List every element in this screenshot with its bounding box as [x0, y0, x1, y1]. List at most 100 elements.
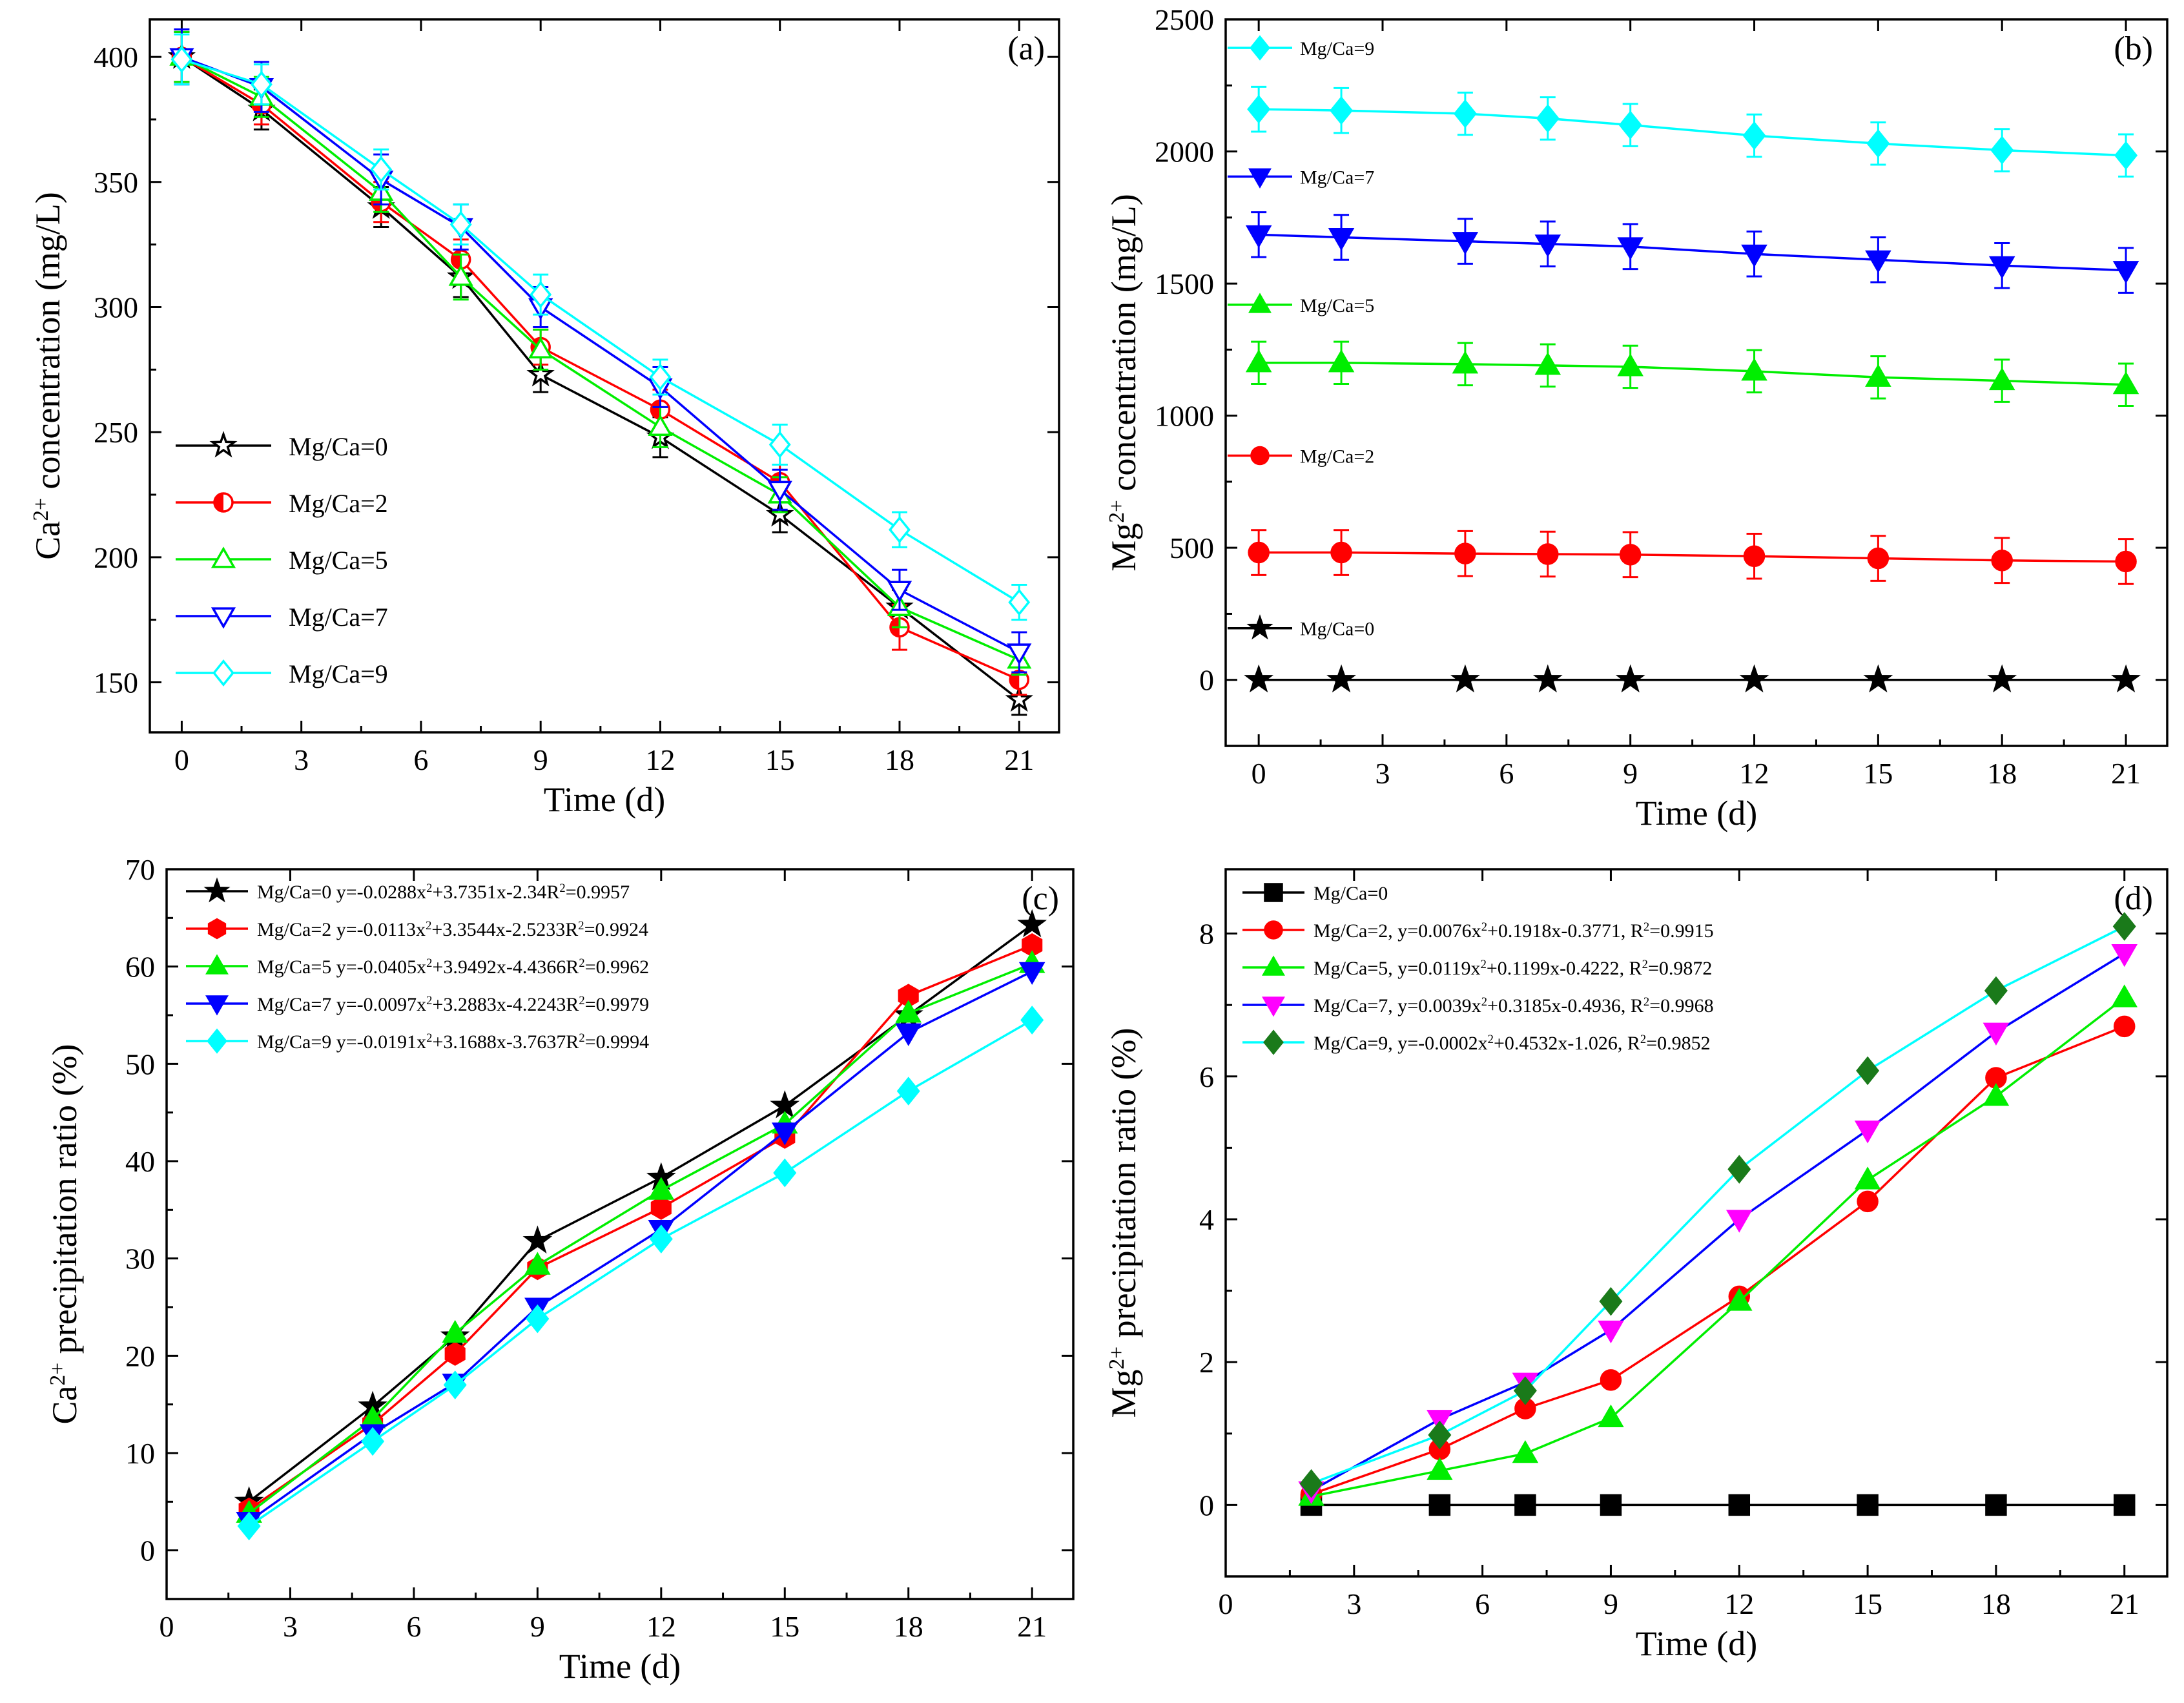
y-tick-label: 500	[1169, 532, 1214, 564]
data-point	[1865, 364, 1891, 387]
data-point	[530, 281, 552, 309]
data-point	[887, 581, 912, 603]
chart-panel-c: 0 3 6 9 12 15 18 21 0 10 20 30 40 50 60 70 Time (d) Ca2+ …	[45, 853, 1075, 1686]
series-Mg-Ca7	[1245, 211, 2139, 294]
x-tick-label: 3	[283, 1610, 298, 1643]
series-line	[1310, 925, 2125, 1485]
y-tick-label: 300	[94, 291, 138, 324]
legend-marker	[209, 431, 238, 458]
series-Mg-Ca5	[1298, 984, 2138, 1506]
data-point	[1600, 1494, 1622, 1516]
y-axis-title-part: Ca	[28, 521, 67, 560]
data-point	[889, 516, 911, 544]
data-point	[2111, 664, 2141, 693]
legend-label: Mg/Ca=5 y=-0.0405x2+3.9492x-4.4366R2=0.9…	[257, 956, 649, 978]
data-point	[2112, 261, 2139, 284]
data-point	[1454, 542, 1476, 564]
y-tick-label: 8	[1199, 918, 1214, 951]
legend-label-part: Mg/Ca=0	[1313, 883, 1388, 904]
y-tick-label: 40	[125, 1145, 155, 1178]
x-tick-label: 0	[1219, 1587, 1233, 1620]
series-line	[1311, 996, 2125, 1498]
data-point	[1248, 541, 1270, 564]
legend: Mg/Ca=0 Mg/Ca=2 Mg/Ca=5 Mg/Ca=7 Mg/Ca=9	[176, 431, 388, 688]
y-tick-label: 0	[1199, 664, 1214, 697]
data-point	[444, 1341, 466, 1366]
data-point	[1990, 136, 2014, 165]
legend-label-part: 2	[579, 956, 584, 970]
legend-label-part: R	[565, 919, 578, 940]
data-point	[1987, 664, 2017, 693]
legend-label-part: Mg/Ca=5 y=-0.0405x	[257, 956, 426, 978]
legend-marker	[207, 1028, 227, 1054]
data-point	[1330, 541, 1352, 564]
data-point	[2112, 912, 2136, 941]
x-tick-label: 6	[406, 1610, 421, 1643]
legend-label: Mg/Ca=2	[289, 489, 388, 518]
legend-marker	[1250, 446, 1270, 466]
legend-marker	[1248, 168, 1272, 189]
data-point	[1857, 1494, 1879, 1516]
legend-label-part: Mg/Ca=5, y=0.0119x	[1313, 958, 1481, 979]
x-tick-label: 21	[2110, 1587, 2139, 1620]
legend-marker	[205, 954, 229, 975]
x-tick-label: 12	[1740, 757, 1769, 790]
data-point	[1726, 1210, 1753, 1233]
y-tick-label: 1000	[1155, 400, 1214, 433]
legend-label: Mg/Ca=9, y=-0.0002x2+0.4532x-1.026, R2=0…	[1313, 1033, 1711, 1055]
data-point	[767, 480, 792, 502]
legend-label-part: +0.1199x-0.4222,	[1487, 958, 1629, 979]
data-point	[1727, 1155, 1751, 1184]
data-point	[522, 1225, 553, 1254]
legend-label-part: 2	[426, 882, 432, 895]
legend-label-part: Mg/Ca=7, y=0.0039x	[1313, 995, 1481, 1017]
series-line	[248, 970, 1033, 1522]
data-point	[1514, 1494, 1536, 1516]
x-tick-label: 0	[174, 743, 189, 776]
data-point	[1534, 352, 1561, 375]
series-Mg-Ca2	[1248, 529, 2137, 585]
y-tick-label: 4	[1199, 1203, 1214, 1236]
legend-marker	[1262, 996, 1285, 1017]
data-point	[1854, 1166, 1881, 1190]
legend-marker	[1263, 1029, 1284, 1055]
legend-label-part: Mg/Ca=9 y=-0.0191x	[257, 1031, 426, 1053]
data-point	[1247, 94, 1271, 124]
x-tick-label: 21	[1004, 743, 1034, 776]
y-axis-title-part: Mg	[1104, 523, 1143, 572]
legend: Mg/Ca=9 Mg/Ca=7 Mg/Ca=5 Mg/Ca=2 Mg/Ca=0	[1228, 35, 1374, 640]
legend-label: Mg/Ca=7	[289, 603, 388, 632]
data-point	[773, 1158, 797, 1188]
legend-label-part: 2	[579, 994, 584, 1007]
data-point	[1328, 228, 1355, 251]
y-tick-label: 350	[94, 166, 138, 199]
y-tick-label: 10	[125, 1437, 155, 1470]
x-tick-label: 21	[2111, 757, 2141, 790]
data-point	[1743, 545, 1766, 568]
y-tick-label: 400	[94, 41, 138, 74]
legend-label-part: Mg/Ca=7 y=-0.0097x	[257, 994, 426, 1015]
series-Mg-Ca7	[169, 28, 1032, 674]
panel-tag: (b)	[2114, 30, 2153, 67]
data-point	[896, 1077, 920, 1106]
data-point	[650, 1195, 672, 1220]
legend-label: Mg/Ca=0	[1300, 619, 1374, 640]
chart-panel-d: 0 3 6 9 12 15 18 21 0 2 4 6 8 Time (d) Mg2+ precipitat…	[1104, 868, 2169, 1663]
x-tick-label: 12	[645, 743, 675, 776]
legend-label: Mg/Ca=2	[1300, 446, 1374, 468]
plot-frame	[1224, 868, 2169, 1578]
legend-label-part: =0.9957	[566, 882, 630, 903]
x-tick-label: 6	[1499, 757, 1514, 790]
legend-label-part: 2	[559, 882, 565, 895]
data-point	[2113, 1494, 2136, 1516]
plot-frame	[149, 18, 1060, 734]
plot-frame	[1224, 18, 2169, 747]
data-point	[1299, 1469, 1323, 1498]
data-point	[1741, 244, 1767, 268]
data-point	[1854, 1120, 1881, 1144]
data-point	[895, 1023, 922, 1046]
data-point	[1985, 1494, 2007, 1516]
legend-label-part: 2	[1642, 958, 1648, 971]
x-tick-label: 18	[894, 1610, 923, 1643]
y-tick-label: 0	[140, 1534, 155, 1567]
